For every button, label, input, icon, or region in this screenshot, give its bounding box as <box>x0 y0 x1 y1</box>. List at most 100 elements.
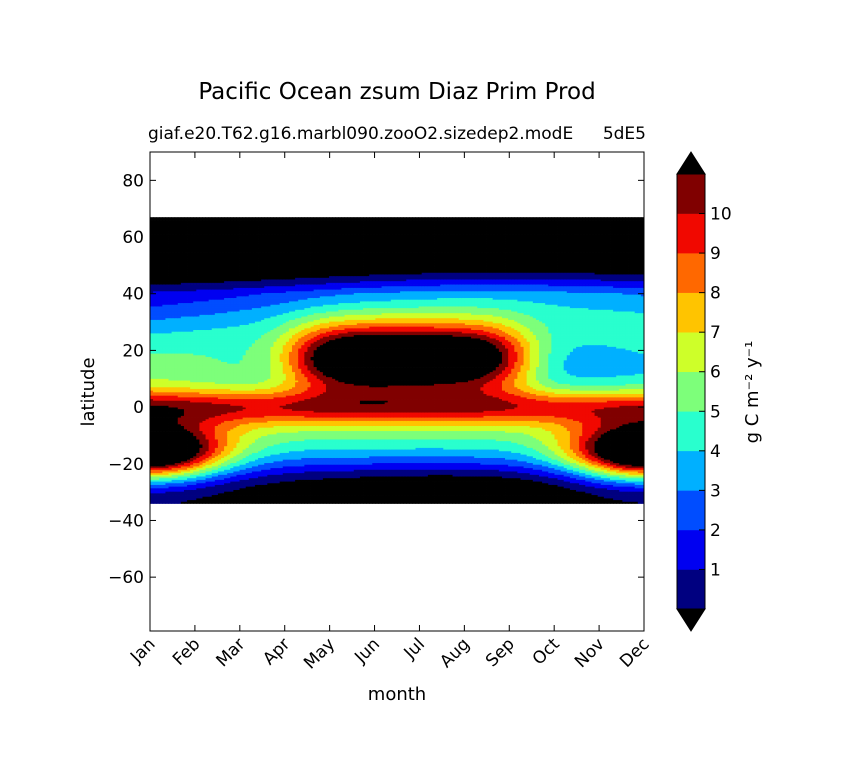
contour-cell <box>150 420 154 424</box>
contour-cell <box>159 404 163 407</box>
contour-cell <box>150 223 154 227</box>
contour-cell <box>150 272 154 275</box>
contour-cell <box>177 292 182 296</box>
contour-cell <box>168 422 173 425</box>
contour-cell <box>153 412 157 415</box>
contour-cell <box>177 380 182 383</box>
contour-cell <box>153 420 157 424</box>
contour-cell <box>150 228 154 232</box>
contour-cell <box>159 476 163 479</box>
contour-cell <box>162 351 166 354</box>
contour-cell <box>177 340 182 343</box>
contour-cell <box>168 439 173 442</box>
contour-cell <box>177 228 182 232</box>
contour-cell <box>156 394 160 397</box>
contour-cell <box>177 473 182 476</box>
contour-cell <box>150 262 154 265</box>
contour-cell <box>177 330 182 333</box>
contour-cell <box>168 372 173 375</box>
contour-cell <box>159 439 163 442</box>
contour-cell <box>150 343 154 346</box>
contour-cell <box>159 235 163 238</box>
contour-cell <box>165 218 169 221</box>
contour-cell <box>159 427 163 430</box>
contour-cell <box>162 388 166 392</box>
contour-cell <box>150 446 154 449</box>
contour-cell <box>171 365 176 368</box>
contour-cell <box>174 474 179 477</box>
contour-cell <box>165 399 169 402</box>
contour-cell <box>177 267 182 270</box>
contour-cell <box>174 456 179 459</box>
contour-cell <box>171 464 176 467</box>
contour-cell <box>177 400 182 403</box>
contour-cell <box>153 432 157 435</box>
contour-cell <box>177 242 182 245</box>
contour-cell <box>150 441 154 444</box>
contour-cell <box>156 404 160 407</box>
contour-cell <box>150 259 154 262</box>
contour-cell <box>177 432 182 435</box>
contour-cell <box>156 489 160 493</box>
contour-cell <box>171 294 176 297</box>
contour-cell <box>168 387 173 390</box>
contour-cell <box>174 464 179 467</box>
contour-cell <box>174 257 179 260</box>
contour-cell <box>171 383 176 386</box>
contour-cell <box>162 382 166 385</box>
contour-cell <box>165 486 169 489</box>
contour-cell <box>165 404 169 407</box>
contour-cell <box>168 486 173 489</box>
contour-cell <box>162 383 166 386</box>
contour-cell <box>165 319 169 322</box>
contour-cell <box>168 267 173 270</box>
contour-cell <box>174 244 179 247</box>
contour-cell <box>168 363 173 366</box>
contour-cell <box>162 372 166 375</box>
contour-cell <box>174 479 179 482</box>
contour-cell <box>156 237 160 240</box>
contour-cell <box>162 220 166 223</box>
contour-cell <box>177 404 182 407</box>
contour-cell <box>150 431 154 434</box>
contour-cell <box>153 222 157 225</box>
contour-cell <box>162 303 166 306</box>
contour-cell <box>174 323 179 326</box>
contour-cell <box>177 299 182 302</box>
contour-cell <box>156 399 160 402</box>
contour-cell <box>174 412 179 415</box>
contour-cell <box>171 432 176 435</box>
contour-cell <box>177 441 182 444</box>
contour-cell <box>159 328 163 331</box>
contour-cell <box>153 488 157 491</box>
contour-cell <box>171 367 176 370</box>
contour-cell <box>174 394 179 397</box>
contour-cell <box>171 397 176 400</box>
contour-cell <box>159 309 163 312</box>
contour-cell <box>168 314 173 317</box>
contour-cell <box>165 424 169 427</box>
contour-cell <box>165 282 169 285</box>
contour-cell <box>156 436 160 439</box>
contour-cell <box>156 392 160 395</box>
contour-cell <box>156 468 160 471</box>
contour-cell <box>168 437 173 440</box>
contour-cell <box>177 338 182 341</box>
contour-cell <box>168 405 173 408</box>
contour-cell <box>162 495 166 498</box>
contour-cell <box>159 375 163 378</box>
contour-cell <box>177 355 182 358</box>
contour-cell <box>150 496 154 499</box>
contour-cell <box>171 324 176 328</box>
contour-cell <box>171 346 176 349</box>
contour-cell <box>174 501 179 504</box>
contour-cell <box>156 240 160 243</box>
contour-cell <box>165 217 169 220</box>
contour-cell <box>162 313 166 316</box>
contour-cell <box>156 267 160 270</box>
contour-cell <box>171 481 176 484</box>
contour-cell <box>165 324 169 328</box>
contour-cell <box>159 225 163 228</box>
contour-cell <box>156 346 160 349</box>
contour-cell <box>162 277 166 280</box>
